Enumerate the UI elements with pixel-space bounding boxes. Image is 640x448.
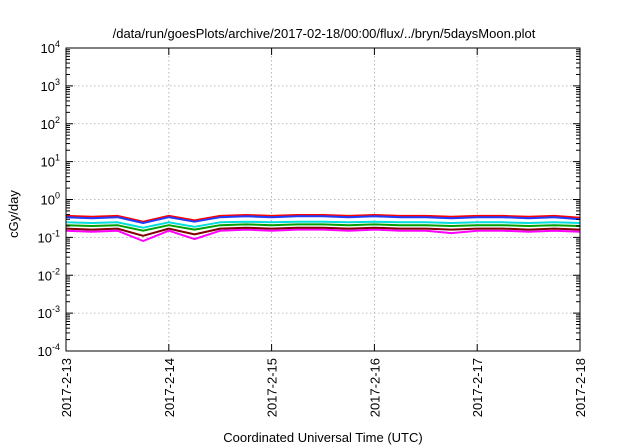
y-tick-label: 103 bbox=[41, 77, 60, 94]
y-tick-label: 104 bbox=[41, 39, 60, 56]
x-tick-label: 2017-2-17 bbox=[470, 358, 485, 417]
series-line-4 bbox=[65, 220, 581, 229]
y-tick-label: 10-1 bbox=[38, 228, 60, 245]
y-tick-label: 10-4 bbox=[38, 342, 60, 359]
grid bbox=[66, 48, 580, 351]
series-line-1 bbox=[65, 228, 581, 242]
x-tick-label: 2017-2-13 bbox=[59, 358, 74, 417]
series-line-2 bbox=[65, 226, 581, 237]
series-line-6 bbox=[65, 215, 581, 224]
x-tick-label: 2017-2-16 bbox=[367, 358, 382, 417]
series-line-3 bbox=[65, 223, 581, 232]
x-tick-label: 2017-2-18 bbox=[573, 358, 588, 417]
chart-title: /data/run/goesPlots/archive/2017-02-18/0… bbox=[113, 26, 536, 41]
ticks bbox=[65, 47, 581, 352]
y-tick-label: 100 bbox=[41, 191, 60, 208]
x-axis-label: Coordinated Universal Time (UTC) bbox=[223, 430, 422, 445]
y-tick-label: 102 bbox=[41, 115, 60, 132]
x-tick-label: 2017-2-14 bbox=[162, 358, 177, 417]
x-tick-labels: 2017-2-13 2017-2-14 2017-2-15 2017-2-16 2017… bbox=[59, 358, 588, 417]
y-tick-labels: 10-4 10-3 10-2 10-1 100 101 102 103 104 bbox=[38, 39, 60, 359]
y-tick-label: 10-3 bbox=[38, 304, 60, 321]
series-lines bbox=[65, 214, 581, 242]
series-line-5 bbox=[65, 214, 581, 223]
y-tick-label: 10-2 bbox=[38, 266, 60, 283]
y-axis-label: cGy/day bbox=[6, 190, 21, 238]
y-tick-label: 101 bbox=[41, 153, 60, 170]
x-tick-label: 2017-2-15 bbox=[265, 358, 280, 417]
